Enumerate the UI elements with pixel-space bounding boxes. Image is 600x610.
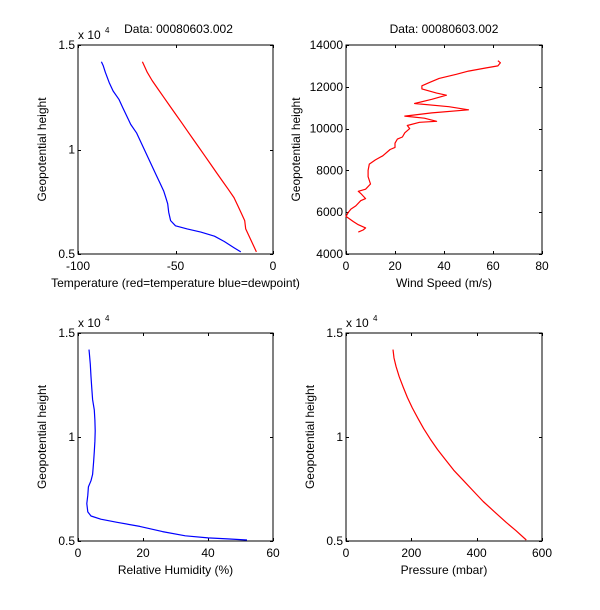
- y-exponent-label: x 10: [78, 28, 101, 42]
- x-tick-label: 20: [388, 259, 402, 273]
- x-tick-label: 200: [401, 546, 421, 560]
- y-exponent-label: x 10: [346, 316, 369, 330]
- x-tick-label: -50: [167, 259, 185, 273]
- chart-title: Data: 00080603.002: [124, 22, 233, 36]
- axes-humidity: 0 20 40 60 0.5 1 1.5x 10 4 Relative Humidity (%)…: [35, 314, 280, 577]
- axes-box: [77, 44, 274, 255]
- y-tick-label: 1: [336, 430, 343, 444]
- axes-wind: 0 20 40 60 80 4000 6000 8000 10000 12000 14000 Data…: [289, 22, 549, 290]
- axes-box: [345, 44, 543, 255]
- axes-box: [345, 332, 543, 542]
- axes-temperature: -100 -50 0 0.5 1 1.5x 10 4 Data: 00080603.002 Te…: [35, 22, 300, 290]
- x-tick-label: 0: [270, 259, 277, 273]
- series-line-dewpoint: [100, 61, 242, 253]
- y-tick-label: 4000: [316, 247, 343, 261]
- y-tick-label: 1.5: [58, 38, 75, 52]
- y-axis-label: Geopotential height: [35, 384, 49, 489]
- x-tick-label: 0: [75, 546, 82, 560]
- y-exponent-power: 4: [373, 314, 378, 323]
- x-tick-label: 20: [136, 546, 150, 560]
- x-axis-label: Wind Speed (m/s): [396, 276, 492, 290]
- y-tick-label: 0.5: [58, 247, 75, 261]
- y-tick-label: 1: [68, 430, 75, 444]
- axes-pressure: 0 200 400 600 0.5 1 1.5x 10 4 Pressure (mbar) Geo…: [303, 314, 552, 577]
- y-axis-label: Geopotential height: [303, 384, 317, 489]
- x-axis-label: Relative Humidity (%): [118, 563, 233, 577]
- y-tick-label: 6000: [316, 205, 343, 219]
- y-tick-label: 0.5: [326, 534, 343, 548]
- x-tick-label: 400: [467, 546, 487, 560]
- y-tick-label: 1.5: [326, 326, 343, 340]
- x-tick-label: 0: [343, 259, 350, 273]
- series-line-pressure: [392, 349, 527, 541]
- x-axis-label: Pressure (mbar): [401, 563, 488, 577]
- y-tick-label: 8000: [316, 163, 343, 177]
- chart-title: Data: 00080603.002: [390, 22, 499, 36]
- x-tick-label: -100: [66, 259, 90, 273]
- axes-box: [77, 332, 274, 542]
- x-tick-label: 60: [486, 259, 500, 273]
- y-tick-label: 1: [68, 143, 75, 157]
- y-axis-label: Geopotential height: [35, 97, 49, 202]
- series-line-relative-humidity: [86, 349, 248, 541]
- y-exponent-power: 4: [105, 314, 110, 323]
- y-tick-label: 14000: [310, 38, 344, 52]
- y-tick-label: 0.5: [58, 534, 75, 548]
- series-line-temperature: [141, 61, 257, 253]
- x-tick-label: 60: [266, 546, 280, 560]
- x-tick-label: 80: [535, 259, 549, 273]
- x-axis-label: Temperature (red=temperature blue=dewpoi…: [51, 276, 300, 290]
- x-tick-label: 0: [343, 546, 350, 560]
- x-tick-label: 40: [201, 546, 215, 560]
- y-exponent-power: 4: [105, 26, 110, 35]
- x-tick-label: 40: [437, 259, 451, 273]
- y-axis-label: Geopotential height: [289, 97, 303, 202]
- y-tick-label: 12000: [310, 80, 344, 94]
- y-exponent-label: x 10: [78, 316, 101, 330]
- x-tick-label: 600: [532, 546, 552, 560]
- y-tick-label: 10000: [310, 122, 344, 136]
- series-line-wind-speed: [345, 60, 501, 233]
- y-tick-label: 1.5: [58, 326, 75, 340]
